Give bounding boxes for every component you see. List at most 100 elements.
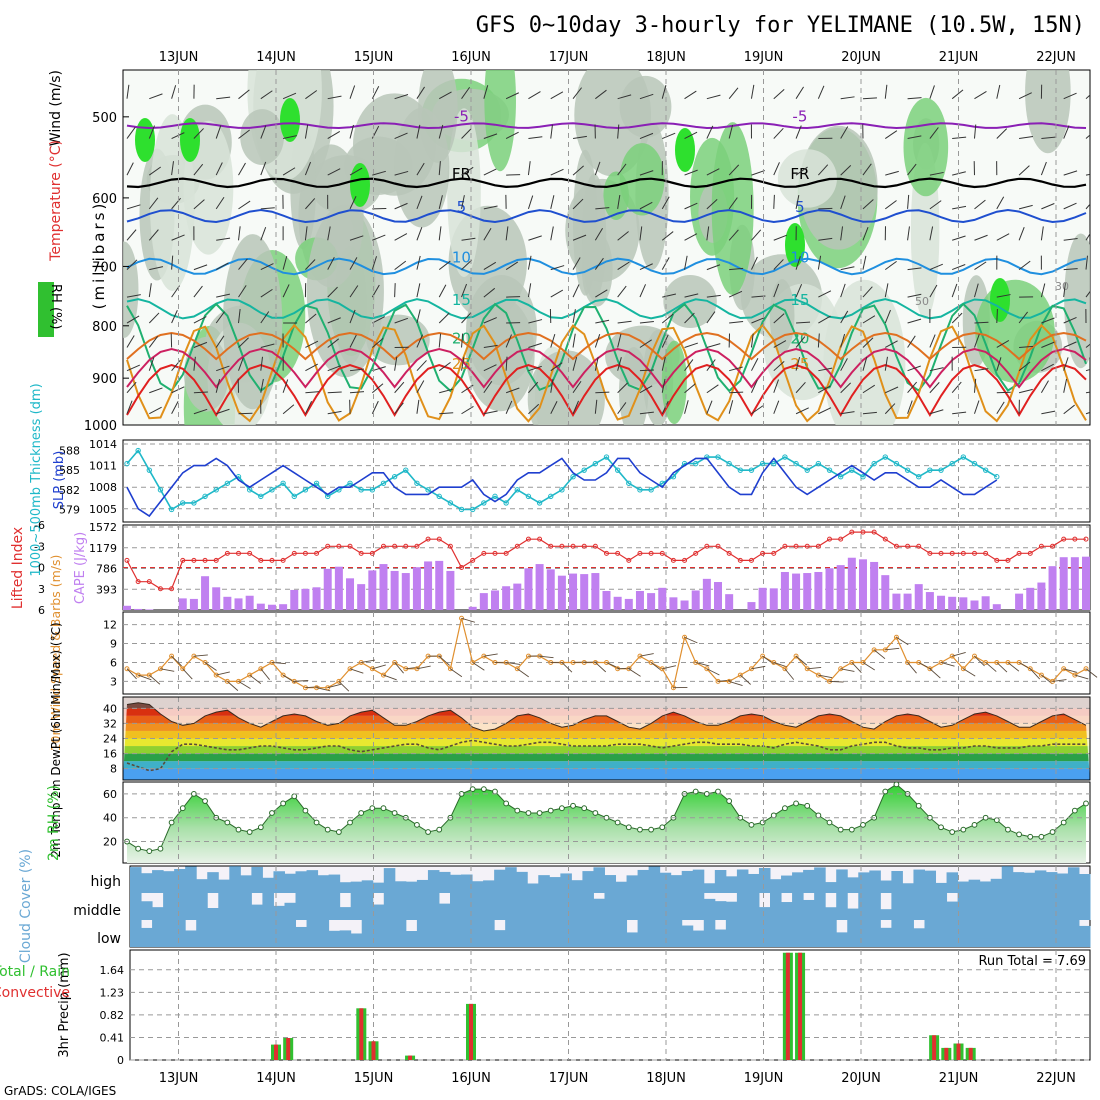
cloud-cell <box>483 920 495 947</box>
pressure-axis-label: (millibars) <box>90 201 108 310</box>
thickness-marker <box>916 474 922 480</box>
wind-barb <box>148 335 159 348</box>
li-marker <box>548 543 554 549</box>
wind-barb <box>349 124 354 139</box>
wind-barb <box>550 378 554 393</box>
wind-barb <box>461 333 464 348</box>
wind-barb <box>304 161 312 176</box>
cape-bar <box>825 568 834 610</box>
surface-wind-barb <box>327 683 342 689</box>
wind-barb <box>193 285 203 298</box>
cloud-cell <box>306 893 319 920</box>
cloud-cell <box>847 908 859 920</box>
wind-marker <box>202 659 208 665</box>
wind-barb <box>572 165 584 176</box>
li-tick-label: 6 <box>38 604 45 617</box>
surface-wind-barb <box>249 674 262 684</box>
wind-barb <box>572 257 581 270</box>
cloud-cell <box>483 880 495 893</box>
surface-wind-barb <box>126 668 137 680</box>
date-label-top: 15JUN <box>354 50 394 65</box>
wind-barb <box>216 293 231 298</box>
cloud-cell <box>339 882 352 893</box>
cloud-cell <box>284 902 297 920</box>
wind-barb <box>751 256 758 270</box>
li-marker <box>849 529 855 535</box>
wind-barb <box>884 403 896 415</box>
cloud-cell <box>758 907 771 920</box>
wind-barb <box>729 320 744 324</box>
rh-marker <box>659 824 666 831</box>
wind-grid <box>123 612 1090 694</box>
cape-bar <box>279 604 288 610</box>
surface-wind-barb <box>238 680 251 690</box>
cape-bar <box>346 578 355 610</box>
li-marker <box>247 550 253 556</box>
cloud-cell <box>218 920 230 947</box>
cloud-cell <box>758 920 771 947</box>
rh-marker <box>1027 833 1034 840</box>
wind-barb <box>1085 290 1090 298</box>
wind-barb <box>617 333 622 348</box>
rh-region <box>711 122 754 296</box>
rh-marker <box>949 829 956 835</box>
cloud-cell <box>747 920 760 947</box>
wind-barb <box>1018 260 1031 270</box>
li-marker <box>1083 536 1089 542</box>
cloud-cell <box>979 920 992 947</box>
thickness-marker <box>369 487 376 493</box>
cloud-cell <box>306 920 319 947</box>
cloud-cell <box>251 904 263 920</box>
wind-barb <box>416 255 421 270</box>
wind-barb <box>394 132 408 139</box>
cloud-cell <box>858 920 870 947</box>
wind-barb <box>171 359 181 372</box>
surface-wind-barb <box>896 636 909 646</box>
cape-bar <box>580 574 589 610</box>
wind-barb <box>706 294 721 298</box>
cloud-cell <box>1045 893 1058 920</box>
wind-barb <box>728 124 734 139</box>
cloud-cell <box>825 920 837 947</box>
rh-region <box>418 70 458 163</box>
cloud-cell <box>847 877 859 893</box>
thickness-marker <box>458 506 465 513</box>
surface-wind-barb <box>160 668 175 672</box>
wind-speed-line <box>124 615 1098 692</box>
surface-wind-barb <box>506 662 521 665</box>
cape-bar <box>524 568 533 610</box>
cape-bar <box>201 576 210 610</box>
temp-band <box>123 723 1090 731</box>
slp-axis-label: SLP (mb) <box>52 451 67 510</box>
cloud-cell <box>494 869 506 893</box>
isotherm-line <box>126 208 1087 224</box>
rh-marker <box>335 829 342 835</box>
cape-bar <box>769 588 778 610</box>
wind-barb <box>461 259 473 270</box>
wind-barb <box>617 231 629 241</box>
wind-barb <box>973 378 977 393</box>
temp-band <box>123 761 1090 769</box>
wind-barb <box>260 125 267 139</box>
wind-barb <box>528 136 543 140</box>
cloud-cell <box>207 872 219 893</box>
cloud-cell <box>913 928 925 947</box>
cloud-cover-panel: high middle low Cloud Cover (%) <box>18 849 1091 963</box>
wind-marker <box>280 672 286 678</box>
date-label-bottom: 21JUN <box>939 1071 979 1086</box>
wind-barb <box>438 260 451 270</box>
wind-barb <box>795 256 801 270</box>
cloud-cell <box>659 872 672 893</box>
cloud-cell <box>979 893 992 920</box>
surface-wind-barb <box>873 649 886 660</box>
surface-wind-barb <box>182 668 193 680</box>
wind-barb <box>974 261 987 271</box>
wind-marker <box>994 659 1000 665</box>
cloud-cell <box>273 905 285 920</box>
thickness-marker <box>893 460 900 467</box>
wind-barb <box>528 319 543 324</box>
wind-barb <box>171 310 178 324</box>
wind-tick-label: 6 <box>110 656 117 669</box>
thickness-marker <box>157 487 164 493</box>
cloud-cell <box>549 877 561 893</box>
